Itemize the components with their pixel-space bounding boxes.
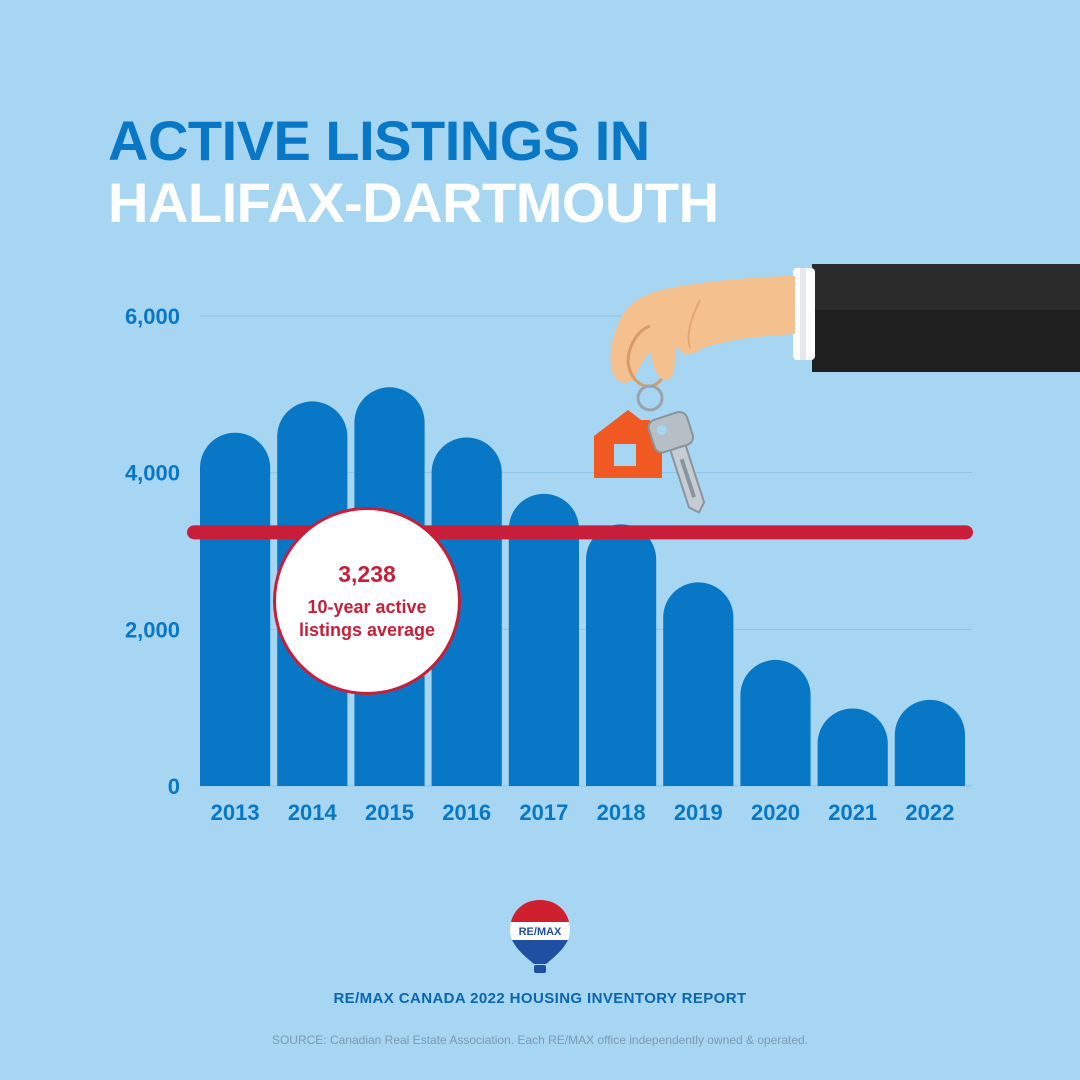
x-tick-label: 2022 bbox=[905, 800, 954, 825]
key-icon bbox=[647, 410, 706, 514]
y-axis-ticks: 6,000 4,000 2,000 0 bbox=[125, 304, 180, 799]
x-tick-label: 2017 bbox=[519, 800, 568, 825]
y-tick-label: 2,000 bbox=[125, 617, 180, 642]
bar-2021 bbox=[817, 708, 888, 786]
source-note: SOURCE: Canadian Real Estate Association… bbox=[271, 1033, 809, 1047]
house-keychain-icon bbox=[594, 384, 664, 478]
average-label: 10-year active listings average bbox=[298, 596, 436, 640]
bar-2017 bbox=[508, 493, 579, 786]
y-tick-label: 0 bbox=[168, 774, 180, 799]
x-tick-label: 2013 bbox=[211, 800, 260, 825]
x-axis-labels: 2013 2014 2015 2016 2017 2018 2019 2020 2021 2022 bbox=[211, 800, 955, 825]
bar-2013 bbox=[200, 432, 271, 786]
x-tick-label: 2020 bbox=[751, 800, 800, 825]
average-value: 3,238 bbox=[338, 560, 396, 587]
bar-2020 bbox=[740, 659, 811, 786]
report-title: RE/MAX CANADA 2022 HOUSING INVENTORY REP… bbox=[333, 990, 747, 1007]
average-callout: 3,238 10-year active listings average bbox=[273, 507, 461, 695]
bar-2019 bbox=[663, 582, 734, 786]
x-tick-label: 2021 bbox=[828, 800, 877, 825]
chart-title: ACTIVE LISTINGS IN HALIFAX-DARTMOUTH bbox=[108, 110, 719, 234]
y-tick-label: 6,000 bbox=[125, 304, 180, 329]
y-tick-label: 4,000 bbox=[125, 461, 180, 486]
bar-2016 bbox=[431, 437, 502, 786]
title-line-1: ACTIVE LISTINGS IN bbox=[108, 109, 650, 172]
x-tick-label: 2019 bbox=[674, 800, 723, 825]
bar-2018 bbox=[586, 524, 657, 786]
x-tick-label: 2016 bbox=[442, 800, 491, 825]
x-tick-label: 2018 bbox=[597, 800, 646, 825]
hand-holding-keys-icon bbox=[610, 264, 1080, 388]
x-tick-label: 2014 bbox=[288, 800, 338, 825]
title-line-2: HALIFAX-DARTMOUTH bbox=[108, 171, 719, 234]
bar-2022 bbox=[894, 699, 965, 786]
x-tick-label: 2015 bbox=[365, 800, 414, 825]
remax-balloon-logo: RE/MAX bbox=[510, 900, 570, 973]
svg-text:RE/MAX: RE/MAX bbox=[519, 926, 562, 938]
